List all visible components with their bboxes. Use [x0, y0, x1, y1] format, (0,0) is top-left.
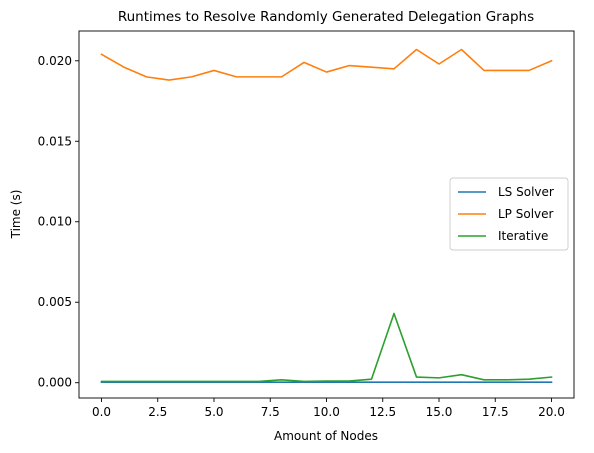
legend-label: Iterative [498, 229, 548, 243]
x-tick-label: 17.5 [482, 405, 509, 419]
legend-label: LS Solver [498, 185, 554, 199]
series-line-lp-solver [100, 48, 553, 81]
y-tick-label: 0.010 [38, 215, 72, 229]
legend-label: LP Solver [498, 207, 554, 221]
y-tick-label: 0.005 [38, 295, 72, 309]
x-tick-label: 0.0 [92, 405, 111, 419]
x-tick-label: 10.0 [313, 405, 340, 419]
chart-title: Runtimes to Resolve Randomly Generated D… [118, 9, 534, 25]
y-axis-label: Time (s) [9, 190, 23, 240]
x-tick-label: 15.0 [426, 405, 453, 419]
ticks-layer: 0.0 2.5 5.0 7.5 10.0 12.5 15.0 17.5 20.0 0.000 0.0… [38, 54, 565, 419]
series-layer [100, 48, 553, 384]
x-tick-label: 20.0 [538, 405, 565, 419]
x-tick-label: 7.5 [261, 405, 280, 419]
legend-box [449, 177, 569, 251]
y-tick-label: 0.000 [38, 376, 72, 390]
x-tick-label: 5.0 [204, 405, 223, 419]
x-tick-label: 12.5 [369, 405, 396, 419]
x-axis-label: Amount of Nodes [274, 429, 378, 443]
legend: LS Solver LP Solver Iterative [449, 177, 569, 251]
plot-frame [78, 30, 575, 399]
series-line-iterative [100, 312, 553, 383]
x-tick-label: 2.5 [148, 405, 167, 419]
y-tick-label: 0.015 [38, 134, 72, 148]
y-tick-label: 0.020 [38, 54, 72, 68]
